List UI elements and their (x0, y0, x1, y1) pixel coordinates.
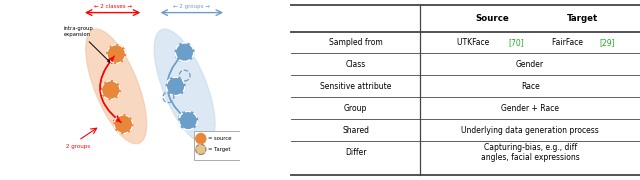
Text: UTKFace: UTKFace (457, 38, 492, 47)
Text: = source: = source (209, 136, 232, 141)
Text: ← 2 classes →: ← 2 classes → (93, 4, 132, 9)
Ellipse shape (154, 29, 215, 144)
Circle shape (196, 144, 206, 154)
Circle shape (179, 111, 198, 130)
Text: FairFace: FairFace (552, 38, 585, 47)
Text: Capturing-bias, e.g., diff
angles, facial expressions: Capturing-bias, e.g., diff angles, facia… (481, 143, 579, 162)
Text: Gender + Race: Gender + Race (501, 104, 559, 113)
Text: Class: Class (346, 60, 366, 69)
Text: intra-group
expansion: intra-group expansion (64, 26, 110, 62)
Text: Shared: Shared (342, 126, 369, 135)
Text: [29]: [29] (599, 38, 614, 47)
Circle shape (175, 43, 194, 62)
Circle shape (101, 81, 120, 99)
Text: Gender: Gender (516, 60, 544, 69)
Text: Underlying data generation process: Underlying data generation process (461, 126, 599, 135)
Text: ← 2 groups →: ← 2 groups → (173, 4, 210, 9)
Circle shape (107, 45, 125, 63)
Text: [70]: [70] (508, 38, 524, 47)
Text: = Target: = Target (209, 147, 231, 152)
Circle shape (114, 115, 132, 134)
Circle shape (196, 134, 206, 144)
Ellipse shape (86, 29, 147, 144)
Text: Group: Group (344, 104, 367, 113)
Text: Sensitive attribute: Sensitive attribute (320, 82, 392, 91)
Text: Source: Source (475, 14, 509, 23)
Text: Target: Target (567, 14, 598, 23)
Text: Differ: Differ (345, 148, 367, 157)
Text: Sampled from: Sampled from (329, 38, 383, 47)
Circle shape (166, 77, 185, 96)
Text: Race: Race (521, 82, 540, 91)
FancyBboxPatch shape (194, 131, 241, 160)
Text: 2 groups: 2 groups (66, 144, 90, 149)
